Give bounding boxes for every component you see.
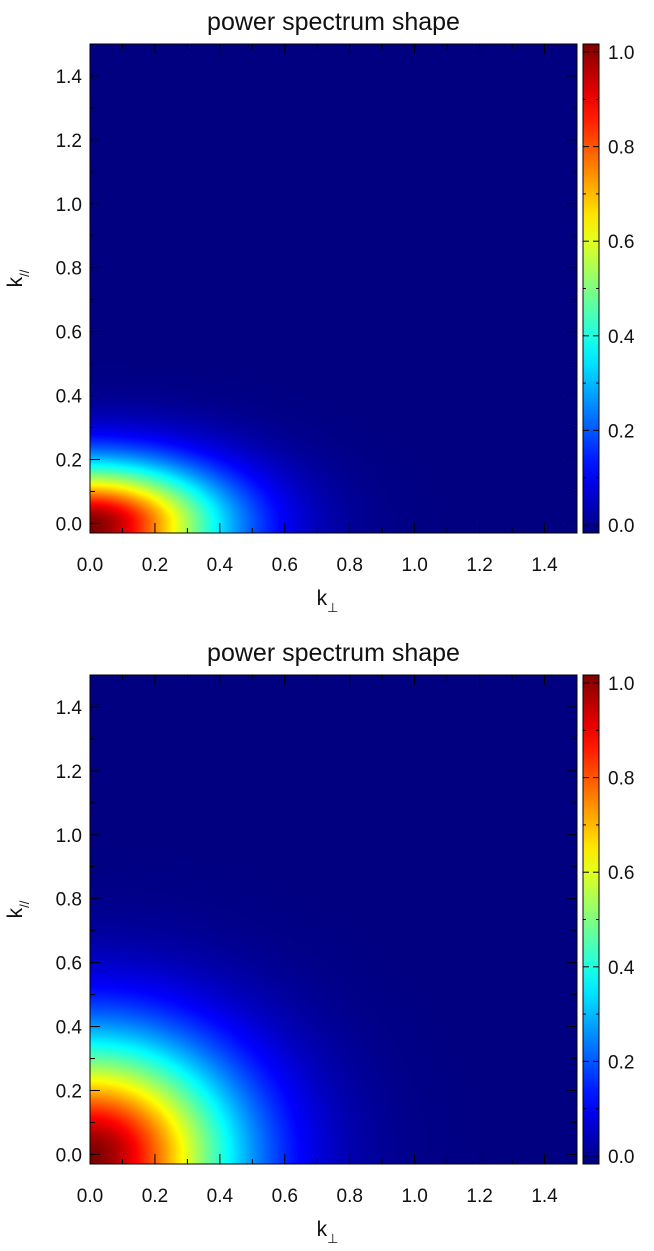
chart-title: power spectrum shape: [207, 8, 460, 36]
y-tick-label: 1.4: [56, 67, 83, 88]
x-tick-label: 0.8: [337, 555, 363, 576]
x-tick-label: 0.0: [77, 555, 103, 576]
x-tick-label: 0.0: [77, 1186, 103, 1207]
x-axis-label-main: k: [317, 1218, 328, 1241]
x-tick-label: 1.0: [401, 555, 427, 576]
y-tick-label: 0.4: [56, 1018, 83, 1039]
y-tick-label: 0.2: [56, 1081, 82, 1102]
colorbar-tick-label: 0.4: [608, 958, 635, 979]
colorbar-tick-label: 0.8: [608, 769, 634, 790]
x-axis-label-subscript: ⊥: [327, 1231, 338, 1246]
colorbar-tick-label: 0.2: [608, 1052, 634, 1073]
y-axis-label-main: k: [4, 276, 27, 287]
colorbar-tick-label: 1.0: [608, 674, 634, 695]
plot-frame: [89, 674, 578, 1165]
y-tick-label: 0.8: [56, 259, 82, 280]
y-tick-label: 0.2: [56, 450, 82, 471]
y-tick-label: 1.2: [56, 762, 82, 783]
y-axis-label-main: k: [4, 907, 27, 918]
x-tick-label: 1.0: [401, 1186, 427, 1207]
colorbar-tick-label: 0.2: [608, 421, 634, 442]
y-tick-label: 1.0: [56, 195, 82, 216]
y-tick-label: 0.0: [56, 514, 82, 535]
x-tick-label: 1.2: [466, 555, 492, 576]
heatmap-svg-2: power spectrum shape 0.0 0.2 0.4 0.6 0.8 1.0 1.…: [4, 639, 635, 1246]
colorbar-tick-label: 0.6: [608, 232, 634, 253]
x-tick-label: 0.2: [142, 555, 168, 576]
colorbar-tick-label: 0.8: [608, 138, 634, 159]
heatmap-figure-2: power spectrum shape 0.0 0.2 0.4 0.6 0.8 1.0 1.…: [0, 631, 654, 1251]
x-tick-label: 0.4: [207, 1186, 234, 1207]
y-axis-label-subscript: //: [17, 900, 32, 908]
x-tick-label: 0.2: [142, 1186, 168, 1207]
x-tick-label: 0.6: [272, 1186, 298, 1207]
colorbar-tick-label: 0.0: [608, 1147, 634, 1168]
colorbar-tick-label: 0.6: [608, 863, 634, 884]
y-tick-label: 0.8: [56, 890, 82, 911]
x-axis-label: k⊥: [317, 1218, 339, 1246]
x-axis-label: k⊥: [317, 587, 339, 615]
colorbar-tick-label: 1.0: [608, 43, 634, 64]
x-tick-label: 1.4: [531, 1186, 558, 1207]
x-axis-label-subscript: ⊥: [327, 600, 338, 615]
y-tick-label: 0.0: [56, 1145, 82, 1166]
y-tick-label: 1.4: [56, 698, 83, 719]
heatmap-field: [90, 44, 577, 533]
chart-title: power spectrum shape: [207, 639, 460, 667]
plot-frame: [89, 43, 578, 534]
y-tick-label: 1.0: [56, 826, 82, 847]
y-tick-label: 1.2: [56, 131, 82, 152]
x-tick-label: 1.4: [531, 555, 558, 576]
heatmap-figure-1: power spectrum shape 0.0 0.2 0.4 0.6 0.8 1.0 1.…: [0, 0, 654, 620]
heatmap-field: [90, 675, 577, 1164]
colorbar-tick-label: 0.0: [608, 516, 634, 537]
x-tick-label: 1.2: [466, 1186, 492, 1207]
x-tick-label: 0.4: [207, 555, 234, 576]
x-tick-label: 0.8: [337, 1186, 363, 1207]
y-tick-label: 0.6: [56, 323, 82, 344]
y-tick-label: 0.6: [56, 954, 82, 975]
y-axis-label-subscript: //: [17, 269, 32, 277]
y-axis-label: k//: [4, 900, 32, 918]
x-tick-label: 0.6: [272, 555, 298, 576]
y-tick-label: 0.4: [56, 387, 83, 408]
colorbar-tick-label: 0.4: [608, 327, 635, 348]
y-axis-label: k//: [4, 269, 32, 287]
heatmap-svg-1: power spectrum shape 0.0 0.2 0.4 0.6 0.8 1.0 1.…: [4, 8, 635, 615]
x-axis-label-main: k: [317, 587, 328, 610]
